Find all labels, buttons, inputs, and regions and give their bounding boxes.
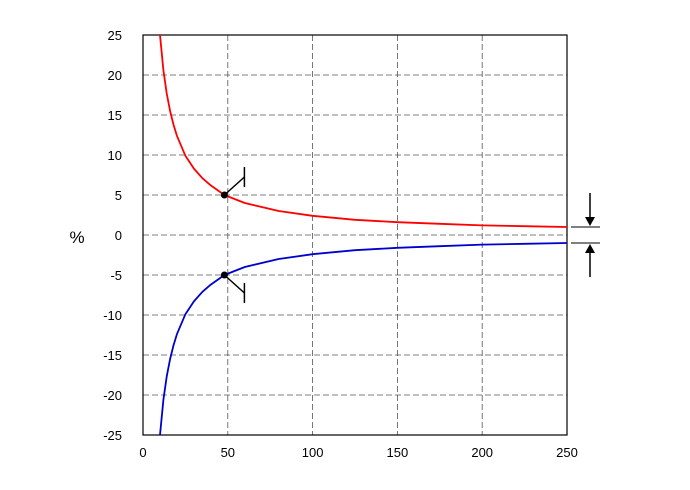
x-tick-labels: 0 50 100 150 200 250	[139, 445, 577, 460]
marker-leader-1	[223, 274, 245, 294]
plot-area-border	[142, 34, 568, 436]
y-tick-label-10: -25	[103, 428, 122, 443]
y-axis-label: %	[69, 228, 84, 247]
y-tick-label-0: 25	[108, 28, 122, 43]
plot-frame	[142, 34, 568, 436]
x-tick-label-4: 200	[471, 445, 493, 460]
series-line-1	[159, 242, 568, 436]
markers-group	[220, 167, 246, 303]
series-group	[159, 34, 568, 436]
data-point-marker-1	[220, 271, 228, 279]
y-tick-label-4: 5	[115, 188, 122, 203]
y-tick-labels: 25 20 15 10 5 0 -5 -10 -15 -20 -25	[103, 28, 122, 443]
arrow-down-head	[585, 217, 595, 226]
y-tick-label-8: -15	[103, 348, 122, 363]
y-tick-label-5: 0	[115, 228, 122, 243]
arrow-up-head	[585, 244, 595, 253]
x-tick-label-0: 0	[139, 445, 146, 460]
y-tick-label-7: -10	[103, 308, 122, 323]
x-tick-label-3: 150	[387, 445, 409, 460]
grid	[143, 35, 567, 435]
series-line-0	[159, 34, 568, 228]
x-tick-label-1: 50	[221, 445, 235, 460]
y-tick-label-6: -5	[110, 268, 122, 283]
x-tick-label-5: 250	[556, 445, 578, 460]
marker-leader-0	[223, 176, 245, 196]
x-tick-label-2: 100	[302, 445, 324, 460]
data-point-marker-0	[220, 191, 228, 199]
limit-indicator	[571, 193, 600, 277]
y-tick-label-2: 15	[108, 108, 122, 123]
y-tick-label-9: -20	[103, 388, 122, 403]
y-tick-label-1: 20	[108, 68, 122, 83]
y-tick-label-3: 10	[108, 148, 122, 163]
